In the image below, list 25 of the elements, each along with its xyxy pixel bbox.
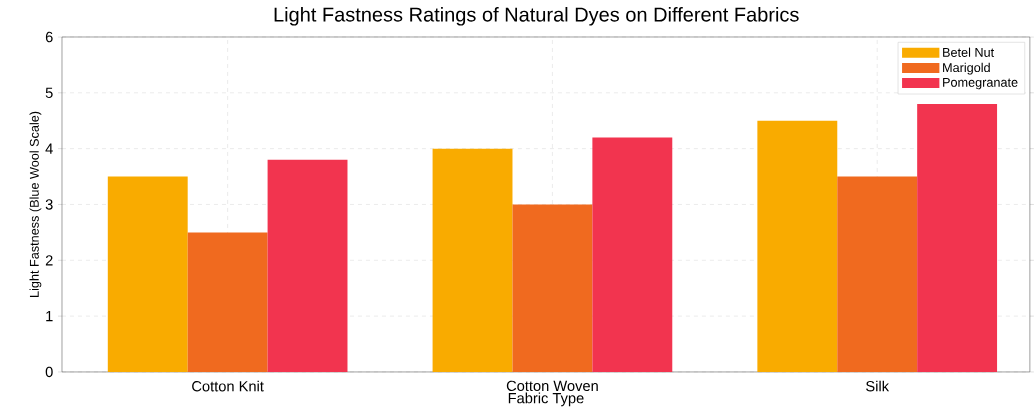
y-axis-title: Light Fastness (Blue Wool Scale) xyxy=(29,111,42,298)
x-tick-label: Cotton Knit xyxy=(192,380,264,392)
bar xyxy=(107,176,188,373)
y-tick-label: 0 xyxy=(45,366,53,378)
x-axis-title: Fabric Type xyxy=(508,392,584,407)
bar xyxy=(267,159,348,373)
legend-label: Marigold xyxy=(943,62,990,75)
y-tick-label: 6 xyxy=(45,31,53,43)
bar xyxy=(592,137,673,373)
y-tick-label: 2 xyxy=(45,255,53,266)
bar xyxy=(837,176,918,373)
bar xyxy=(187,232,268,373)
y-tick-label: 5 xyxy=(45,87,53,99)
y-tick-label: 4 xyxy=(45,143,53,154)
bar xyxy=(757,120,838,373)
y-tick-label: 3 xyxy=(45,199,53,210)
bar xyxy=(512,204,593,373)
y-tick-label: 1 xyxy=(46,311,53,322)
legend-label: Pomegranate xyxy=(943,78,1018,90)
x-tick-label: Cotton Woven xyxy=(506,380,598,392)
x-tick-label: Silk xyxy=(866,380,890,392)
chart-title: Light Fastness Ratings of Natural Dyes on Different Fabrics xyxy=(274,7,799,26)
legend-label: Betel Nut xyxy=(943,47,995,58)
bar xyxy=(917,104,998,373)
bar xyxy=(432,148,513,373)
